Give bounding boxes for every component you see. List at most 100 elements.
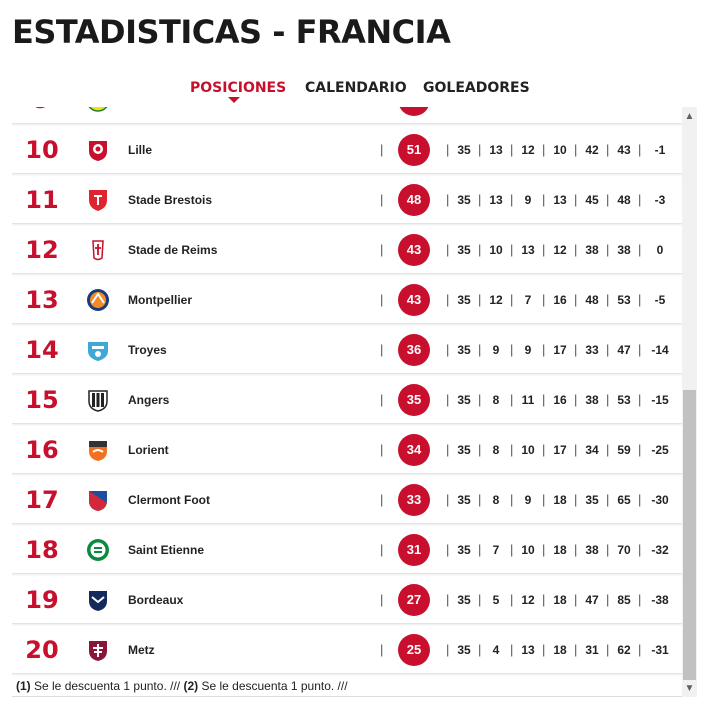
tab-posiciones[interactable]: POSICIONES [190, 80, 287, 96]
column-separator: | [606, 292, 610, 307]
column-separator: | [574, 192, 578, 207]
position-number: 19 [25, 586, 59, 614]
stat-gc: 62 [617, 643, 631, 657]
table-row[interactable]: 11 Stade Brestois | | | | | | | | 48 35 13 9 13 45 48 -3 [12, 177, 682, 224]
stat-e: 10 [521, 443, 535, 457]
stat-g: 4 [492, 643, 500, 657]
stat-dif: 0 [656, 243, 664, 257]
scroll-down-icon[interactable]: ▼ [684, 683, 695, 694]
nantes-crest-icon [86, 107, 110, 112]
stat-pj: 35 [457, 143, 471, 157]
stat-p: 16 [553, 393, 567, 407]
footnote-text-2: Se le descuenta 1 punto. /// [198, 679, 348, 693]
column-separator: | [638, 392, 642, 407]
standings-table[interactable]: 9Nantes||||||||5135149125043710Lille||||… [12, 107, 682, 677]
stat-pj: 35 [457, 393, 471, 407]
stat-dif: -1 [654, 143, 666, 157]
stat-e: 13 [521, 643, 535, 657]
column-separator: | [446, 292, 450, 307]
stat-g: 7 [492, 543, 500, 557]
stat-gf: 47 [585, 593, 599, 607]
team-name[interactable]: Montpellier [128, 293, 193, 307]
scroll-thumb[interactable] [683, 390, 696, 680]
column-separator: | [542, 192, 546, 207]
stat-e: 11 [521, 393, 535, 407]
stat-dif: -38 [651, 593, 669, 607]
stat-e: 9 [524, 493, 532, 507]
lorient-crest-icon [86, 438, 110, 462]
stat-dif: -25 [651, 443, 669, 457]
scroll-up-icon[interactable]: ▲ [684, 111, 695, 122]
column-separator: | [574, 592, 578, 607]
team-name[interactable]: Lorient [128, 443, 169, 457]
tab-bar: POSICIONES CALENDARIO GOLEADORES [0, 78, 706, 108]
team-name[interactable]: Metz [128, 643, 155, 657]
team-name[interactable]: Stade de Reims [128, 243, 218, 257]
table-row[interactable]: 15 Angers | | | | | | | | 35 35 8 11 16 38 53 -15 [12, 377, 682, 424]
table-row[interactable]: 18 Saint Etienne | | | | | | | | 31 35 7 10 18 38 70 -32 [12, 527, 682, 574]
table-row[interactable]: 14 Troyes | | | | | | | | 36 35 9 9 17 33 47 -14 [12, 327, 682, 374]
team-name[interactable]: Nantes [128, 107, 168, 123]
column-separator: | [574, 392, 578, 407]
team-name[interactable]: Saint Etienne [128, 543, 205, 557]
stat-gf: 42 [585, 143, 599, 157]
column-separator: | [638, 342, 642, 357]
lille-crest-icon [86, 138, 110, 162]
table-row[interactable]: 9 Nantes | | | | | | | | 51 35 14 9 12 50 43 7 [12, 107, 682, 124]
table-row[interactable]: 17 Clermont Foot | | | | | | | | 33 35 8 9 18 35 65 -30 [12, 477, 682, 524]
stat-e: 12 [521, 593, 535, 607]
montpellier-crest-icon [86, 288, 110, 312]
column-separator: | [542, 392, 546, 407]
tab-calendario[interactable]: CALENDARIO [305, 80, 407, 96]
team-name[interactable]: Stade Brestois [128, 193, 213, 207]
column-separator: | [446, 442, 450, 457]
stat-gf: 45 [585, 193, 599, 207]
table-row[interactable]: 12 Stade de Reims | | | | | | | | 43 35 10 13 12 38 38 0 [12, 227, 682, 274]
stat-gc: 53 [617, 293, 631, 307]
stat-gf: 31 [585, 643, 599, 657]
column-separator: | [542, 542, 546, 557]
stat-gc: 70 [617, 543, 631, 557]
stat-p: 10 [553, 143, 567, 157]
position-number: 17 [25, 486, 59, 514]
stat-p: 18 [553, 593, 567, 607]
column-separator: | [478, 442, 482, 457]
stat-g: 8 [492, 393, 500, 407]
team-name[interactable]: Bordeaux [128, 593, 184, 607]
points-badge: 27 [398, 584, 430, 616]
table-row[interactable]: 16 Lorient | | | | | | | | 34 35 8 10 17 34 59 -25 [12, 427, 682, 474]
table-row[interactable]: 20 Metz | | | | | | | | 25 35 4 13 18 31 62 -31 [12, 627, 682, 674]
points-badge: 51 [398, 107, 430, 116]
scrollbar[interactable]: ▲ ▼ [682, 107, 697, 697]
stat-g: 8 [492, 493, 500, 507]
troyes-crest-icon [86, 338, 110, 362]
column-separator: | [510, 592, 514, 607]
team-name[interactable]: Troyes [128, 343, 167, 357]
stat-pj: 35 [457, 643, 471, 657]
team-name[interactable]: Lille [128, 143, 153, 157]
table-row[interactable]: 13 Montpellier | | | | | | | | 43 35 12 7 16 48 53 -5 [12, 277, 682, 324]
column-separator: | [510, 192, 514, 207]
stat-pj: 35 [457, 443, 471, 457]
stat-g: 10 [489, 243, 503, 257]
team-name[interactable]: Clermont Foot [128, 493, 210, 507]
position-number: 20 [25, 636, 59, 664]
stat-p: 12 [553, 243, 567, 257]
column-separator: | [380, 242, 384, 257]
column-separator: | [380, 592, 384, 607]
tab-goleadores[interactable]: GOLEADORES [423, 80, 530, 96]
column-separator: | [380, 292, 384, 307]
column-separator: | [638, 107, 641, 123]
column-separator: | [510, 392, 514, 407]
position-number: 10 [25, 136, 59, 164]
points-badge: 33 [398, 484, 430, 516]
column-separator: | [446, 342, 450, 357]
stat-p: 13 [553, 193, 567, 207]
stat-pj: 35 [452, 107, 476, 123]
column-separator: | [478, 592, 482, 607]
column-separator: | [446, 642, 450, 657]
table-row[interactable]: 10 Lille | | | | | | | | 51 35 13 12 10 42 43 -1 [12, 127, 682, 174]
team-name[interactable]: Angers [128, 393, 170, 407]
column-separator: | [606, 192, 610, 207]
table-row[interactable]: 19 Bordeaux | | | | | | | | 27 35 5 12 18 47 85 -38 [12, 577, 682, 624]
